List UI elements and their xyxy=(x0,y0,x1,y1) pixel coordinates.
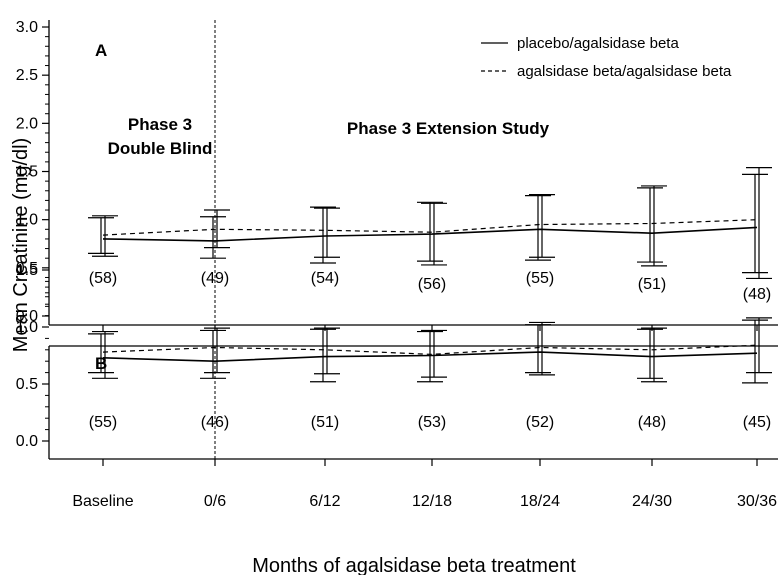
x-axis-ticks: Baseline 0/6 6/12 12/18 18/24 24/30 30/36 xyxy=(72,325,777,510)
sample-size-b-4: (52) xyxy=(526,414,554,431)
x-tick-label-4: 18/24 xyxy=(520,493,560,510)
y-tick-label-b-3: 1.5 xyxy=(16,262,38,279)
y-tick-label-a-1: 0.5 xyxy=(16,260,38,277)
y-tick-label-b-1: 0.5 xyxy=(16,376,38,393)
x-tick-label-1: 0/6 xyxy=(204,493,226,510)
legend-entry-0: placebo/agalsidase beta xyxy=(517,35,679,52)
y-tick-label-a-4: 2.0 xyxy=(16,115,38,132)
sample-size-a-5: (51) xyxy=(638,276,666,293)
sample-size-a-0: (58) xyxy=(89,270,117,287)
y-tick-label-a-2: 1.0 xyxy=(16,212,38,229)
phase3-label-line1: Phase 3 xyxy=(128,115,192,134)
panel-a-series xyxy=(88,167,772,280)
y-tick-label-a-5: 2.5 xyxy=(16,67,38,84)
panel-a: A 0.0 0.5 1.0 1.5 2.0 2.5 3.0 (58) (49) (54) (56)… xyxy=(16,19,778,326)
x-tick-label-6: 30/36 xyxy=(737,493,777,510)
sample-size-a-1: (49) xyxy=(201,270,229,287)
series-line-a-1 xyxy=(102,219,758,236)
legend: placebo/agalsidase beta agalsidase beta/… xyxy=(481,35,732,80)
y-tick-label-b-0: 0.0 xyxy=(16,433,38,450)
panel-a-label: A xyxy=(95,41,107,60)
sample-size-b-0: (55) xyxy=(89,414,117,431)
panel-a-y-ticks: 0.0 0.5 1.0 1.5 2.0 2.5 3.0 xyxy=(16,19,49,325)
x-tick-label-0: Baseline xyxy=(72,493,133,510)
extension-study-label: Phase 3 Extension Study xyxy=(347,119,550,138)
sample-size-a-4: (55) xyxy=(526,270,554,287)
y-tick-label-a-6: 3.0 xyxy=(16,19,38,36)
x-tick-label-3: 12/18 xyxy=(412,493,452,510)
y-tick-label-a-0: 0.0 xyxy=(16,308,38,325)
panel-b-y-ticks: 0.0 0.5 1.0 1.5 xyxy=(16,262,49,450)
y-tick-label-b-2: 1.0 xyxy=(16,319,38,336)
panel-a-sample-sizes: (58) (49) (54) (56) (55) (51) (48) xyxy=(89,270,771,303)
x-tick-label-2: 6/12 xyxy=(309,493,340,510)
panel-b-sample-sizes: (55) (46) (51) (53) (52) (48) (45) xyxy=(89,414,771,431)
panel-b-series xyxy=(88,317,772,384)
sample-size-a-3: (56) xyxy=(418,276,446,293)
sample-size-a-6: (48) xyxy=(743,286,771,303)
sample-size-a-2: (54) xyxy=(311,270,339,287)
sample-size-b-3: (53) xyxy=(418,414,446,431)
phase3-label-line2: Double Blind xyxy=(108,139,213,158)
sample-size-b-6: (45) xyxy=(743,414,771,431)
y-axis-title: Mean Creatinine (mg/dl) xyxy=(10,138,32,353)
legend-entry-1: agalsidase beta/agalsidase beta xyxy=(517,63,732,80)
x-tick-label-5: 24/30 xyxy=(632,493,672,510)
sample-size-b-2: (51) xyxy=(311,414,339,431)
x-axis-title: Months of agalsidase beta treatment xyxy=(252,555,576,575)
y-tick-label-a-3: 1.5 xyxy=(16,164,38,181)
sample-size-b-5: (48) xyxy=(638,414,666,431)
